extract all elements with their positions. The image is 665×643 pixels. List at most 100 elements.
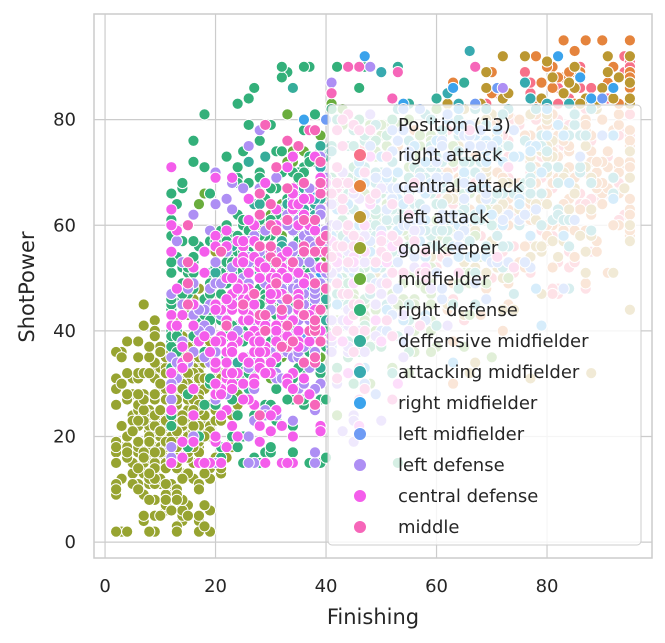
data-point — [253, 134, 266, 147]
x-axis-label: Finishing — [327, 605, 419, 629]
data-point — [264, 409, 277, 422]
data-point — [264, 240, 277, 253]
legend-item: midfielder — [353, 269, 490, 290]
data-point — [480, 81, 493, 95]
data-point — [253, 345, 266, 359]
data-point — [187, 435, 200, 448]
data-point — [623, 50, 637, 63]
data-point — [275, 71, 288, 84]
y-tick-label: 0 — [65, 532, 76, 553]
data-point — [314, 176, 327, 190]
data-point — [286, 150, 299, 163]
data-point — [187, 155, 200, 168]
data-point — [281, 293, 294, 306]
data-point — [143, 467, 156, 480]
legend-label: left attack — [398, 207, 490, 228]
data-point — [242, 192, 255, 205]
data-point — [297, 277, 311, 290]
data-point — [308, 351, 322, 364]
data-point — [237, 256, 250, 269]
data-point — [165, 308, 178, 322]
data-point — [137, 319, 150, 332]
data-point — [253, 198, 266, 211]
data-point — [391, 65, 404, 79]
legend-marker — [353, 179, 367, 193]
data-point — [121, 525, 134, 538]
data-point — [270, 224, 283, 237]
data-point — [214, 456, 228, 470]
data-point — [529, 50, 543, 63]
data-point — [187, 208, 200, 221]
data-point — [159, 493, 172, 507]
data-point — [143, 367, 156, 380]
data-point — [132, 462, 145, 475]
data-point — [314, 335, 327, 348]
data-point — [281, 213, 294, 227]
data-point — [270, 382, 283, 396]
data-point — [303, 256, 316, 269]
data-point — [264, 198, 277, 211]
legend-item: middle — [353, 517, 459, 538]
data-point — [231, 430, 244, 443]
data-point — [314, 139, 327, 153]
data-point — [259, 150, 272, 163]
data-point — [463, 44, 476, 58]
data-point — [259, 367, 272, 380]
data-point — [165, 504, 178, 517]
data-point — [176, 361, 189, 374]
data-point — [308, 245, 322, 258]
data-point — [237, 182, 250, 195]
data-point — [358, 50, 371, 63]
data-point — [198, 456, 211, 470]
data-point — [303, 335, 316, 348]
data-point — [176, 435, 189, 448]
data-point — [143, 525, 156, 538]
data-point — [297, 372, 311, 385]
data-point — [209, 256, 222, 269]
data-point — [209, 303, 222, 316]
data-point — [126, 425, 139, 438]
data-point — [143, 351, 156, 364]
data-point — [226, 345, 239, 359]
legend: Position (13) right attack central attack… — [327, 104, 642, 546]
data-point — [314, 187, 327, 200]
data-point — [259, 118, 272, 132]
data-point — [281, 161, 294, 174]
data-point — [297, 176, 311, 190]
data-point — [535, 76, 548, 89]
data-point — [132, 388, 145, 401]
data-point — [259, 324, 272, 337]
data-point — [148, 330, 161, 343]
data-point — [176, 414, 189, 427]
data-point — [551, 50, 565, 63]
y-tick-label: 80 — [53, 110, 76, 131]
data-point — [137, 404, 150, 417]
data-point — [209, 229, 222, 242]
data-point — [209, 356, 222, 369]
legend-marker — [353, 148, 367, 162]
data-point — [132, 351, 145, 364]
data-point — [563, 76, 576, 89]
data-point — [286, 414, 299, 427]
data-point — [187, 134, 200, 147]
data-point — [165, 266, 178, 279]
data-point — [259, 456, 272, 470]
data-point — [170, 493, 183, 507]
data-point — [292, 324, 305, 337]
data-point — [231, 97, 244, 110]
y-tick-label: 40 — [53, 321, 76, 342]
data-point — [137, 509, 150, 522]
data-point — [176, 340, 189, 353]
data-point — [237, 298, 250, 311]
data-point — [607, 92, 620, 105]
legend-item: goalkeeper — [353, 238, 499, 259]
data-point — [170, 525, 183, 538]
data-point — [330, 60, 344, 73]
legend-item: right defense — [353, 300, 518, 321]
data-point — [540, 55, 554, 68]
data-point — [248, 81, 261, 95]
data-point — [496, 50, 509, 63]
legend-item: right midfielder — [353, 393, 538, 414]
data-point — [585, 81, 598, 95]
data-point — [623, 92, 637, 105]
